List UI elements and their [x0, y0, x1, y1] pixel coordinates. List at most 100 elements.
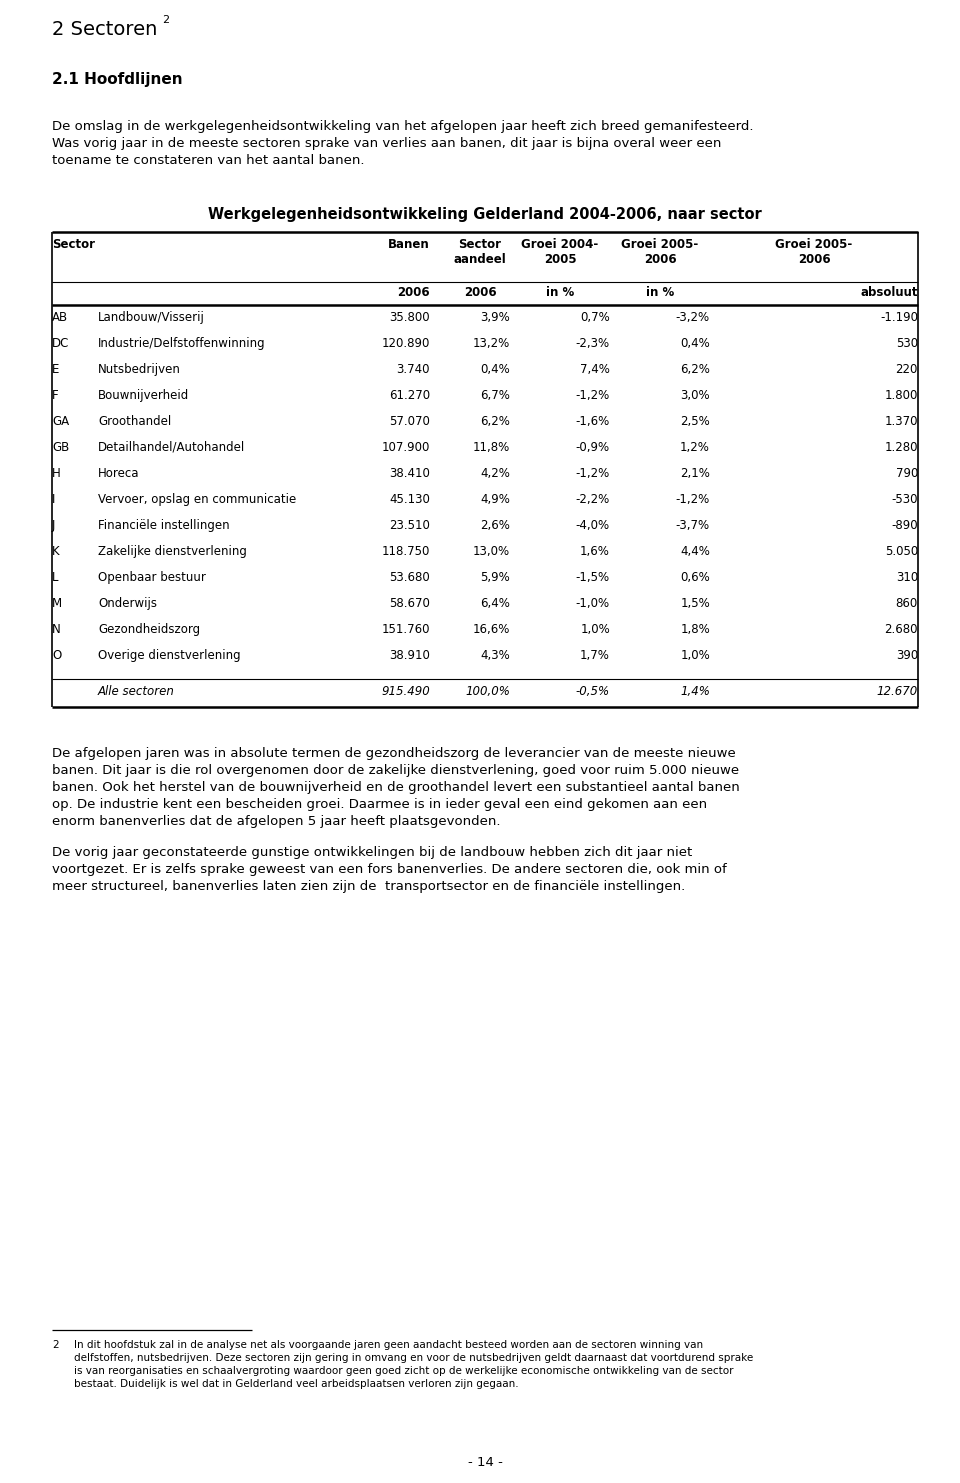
Text: Onderwijs: Onderwijs: [98, 598, 157, 610]
Text: Horeca: Horeca: [98, 467, 139, 480]
Text: 0,7%: 0,7%: [580, 311, 610, 323]
Text: 0,6%: 0,6%: [681, 571, 710, 584]
Text: E: E: [52, 363, 60, 377]
Text: -0,5%: -0,5%: [576, 685, 610, 698]
Text: 45.130: 45.130: [389, 492, 430, 506]
Text: 58.670: 58.670: [389, 598, 430, 610]
Text: in %: in %: [546, 286, 574, 300]
Text: Gezondheidszorg: Gezondheidszorg: [98, 623, 200, 636]
Text: -1,6%: -1,6%: [576, 415, 610, 429]
Text: 11,8%: 11,8%: [472, 440, 510, 454]
Text: 2006: 2006: [464, 286, 496, 300]
Text: 2 Sectoren: 2 Sectoren: [52, 19, 157, 39]
Text: Alle sectoren: Alle sectoren: [98, 685, 175, 698]
Text: absoluut: absoluut: [860, 286, 918, 300]
Text: Banen: Banen: [388, 237, 430, 251]
Text: F: F: [52, 389, 59, 402]
Text: 61.270: 61.270: [389, 389, 430, 402]
Text: 1,5%: 1,5%: [681, 598, 710, 610]
Text: 2.1 Hoofdlijnen: 2.1 Hoofdlijnen: [52, 73, 182, 87]
Text: Nutsbedrijven: Nutsbedrijven: [98, 363, 180, 377]
Text: -3,7%: -3,7%: [676, 519, 710, 532]
Text: H: H: [52, 467, 60, 480]
Text: -1,2%: -1,2%: [576, 467, 610, 480]
Text: 2,1%: 2,1%: [680, 467, 710, 480]
Text: 1.800: 1.800: [884, 389, 918, 402]
Text: Financiële instellingen: Financiële instellingen: [98, 519, 229, 532]
Text: 1,0%: 1,0%: [580, 623, 610, 636]
Text: 3,9%: 3,9%: [480, 311, 510, 323]
Text: 16,6%: 16,6%: [472, 623, 510, 636]
Text: O: O: [52, 650, 61, 661]
Text: 2006: 2006: [397, 286, 430, 300]
Text: Detailhandel/Autohandel: Detailhandel/Autohandel: [98, 440, 245, 454]
Text: -1,0%: -1,0%: [576, 598, 610, 610]
Text: -1,2%: -1,2%: [676, 492, 710, 506]
Text: 0,4%: 0,4%: [480, 363, 510, 377]
Text: 6,2%: 6,2%: [480, 415, 510, 429]
Text: 390: 390: [896, 650, 918, 661]
Text: 1,2%: 1,2%: [680, 440, 710, 454]
Text: GA: GA: [52, 415, 69, 429]
Text: banen. Dit jaar is die rol overgenomen door de zakelijke dienstverlening, goed v: banen. Dit jaar is die rol overgenomen d…: [52, 764, 739, 777]
Text: 7,4%: 7,4%: [580, 363, 610, 377]
Text: Zakelijke dienstverlening: Zakelijke dienstverlening: [98, 544, 247, 558]
Text: 3.740: 3.740: [396, 363, 430, 377]
Text: delfstoffen, nutsbedrijven. Deze sectoren zijn gering in omvang en voor de nutsb: delfstoffen, nutsbedrijven. Deze sectore…: [74, 1352, 754, 1363]
Text: -1.190: -1.190: [880, 311, 918, 323]
Text: 57.070: 57.070: [389, 415, 430, 429]
Text: 13,0%: 13,0%: [473, 544, 510, 558]
Text: 1.370: 1.370: [884, 415, 918, 429]
Text: I: I: [52, 492, 56, 506]
Text: 6,7%: 6,7%: [480, 389, 510, 402]
Text: op. De industrie kent een bescheiden groei. Daarmee is in ieder geval een eind g: op. De industrie kent een bescheiden gro…: [52, 798, 708, 811]
Text: L: L: [52, 571, 59, 584]
Text: -890: -890: [892, 519, 918, 532]
Text: Groei 2004-
2005: Groei 2004- 2005: [521, 237, 599, 265]
Text: N: N: [52, 623, 60, 636]
Text: 2,5%: 2,5%: [681, 415, 710, 429]
Text: DC: DC: [52, 337, 69, 350]
Text: -530: -530: [892, 492, 918, 506]
Text: meer structureel, banenverlies laten zien zijn de  transportsector en de financi: meer structureel, banenverlies laten zie…: [52, 879, 685, 893]
Text: -3,2%: -3,2%: [676, 311, 710, 323]
Text: is van reorganisaties en schaalvergroting waardoor geen goed zicht op de werkeli: is van reorganisaties en schaalvergrotin…: [74, 1366, 733, 1376]
Text: -4,0%: -4,0%: [576, 519, 610, 532]
Text: bestaat. Duidelijk is wel dat in Gelderland veel arbeidsplaatsen verloren zijn g: bestaat. Duidelijk is wel dat in Gelderl…: [74, 1379, 518, 1390]
Text: De omslag in de werkgelegenheidsontwikkeling van het afgelopen jaar heeft zich b: De omslag in de werkgelegenheidsontwikke…: [52, 120, 754, 133]
Text: 1,6%: 1,6%: [580, 544, 610, 558]
Text: Industrie/Delfstoffenwinning: Industrie/Delfstoffenwinning: [98, 337, 266, 350]
Text: 530: 530: [896, 337, 918, 350]
Text: J: J: [52, 519, 56, 532]
Text: banen. Ook het herstel van de bouwnijverheid en de groothandel levert een substa: banen. Ook het herstel van de bouwnijver…: [52, 782, 740, 793]
Text: 6,4%: 6,4%: [480, 598, 510, 610]
Text: Groei 2005-
2006: Groei 2005- 2006: [621, 237, 699, 265]
Text: enorm banenverlies dat de afgelopen 5 jaar heeft plaatsgevonden.: enorm banenverlies dat de afgelopen 5 ja…: [52, 816, 500, 828]
Text: 1.280: 1.280: [884, 440, 918, 454]
Text: -2,2%: -2,2%: [576, 492, 610, 506]
Text: -2,3%: -2,3%: [576, 337, 610, 350]
Text: 38.410: 38.410: [389, 467, 430, 480]
Text: Vervoer, opslag en communicatie: Vervoer, opslag en communicatie: [98, 492, 297, 506]
Text: 0,4%: 0,4%: [681, 337, 710, 350]
Text: 4,4%: 4,4%: [680, 544, 710, 558]
Text: 1,0%: 1,0%: [681, 650, 710, 661]
Text: in %: in %: [646, 286, 674, 300]
Text: 2.680: 2.680: [884, 623, 918, 636]
Text: 4,9%: 4,9%: [480, 492, 510, 506]
Text: M: M: [52, 598, 62, 610]
Text: 35.800: 35.800: [390, 311, 430, 323]
Text: 53.680: 53.680: [389, 571, 430, 584]
Text: Landbouw/Visserij: Landbouw/Visserij: [98, 311, 204, 323]
Text: De vorig jaar geconstateerde gunstige ontwikkelingen bij de landbouw hebben zich: De vorig jaar geconstateerde gunstige on…: [52, 845, 692, 859]
Text: 3,0%: 3,0%: [681, 389, 710, 402]
Text: Bouwnijverheid: Bouwnijverheid: [98, 389, 189, 402]
Text: 118.750: 118.750: [382, 544, 430, 558]
Text: 4,2%: 4,2%: [480, 467, 510, 480]
Text: 2: 2: [162, 15, 169, 25]
Text: In dit hoofdstuk zal in de analyse net als voorgaande jaren geen aandacht bestee: In dit hoofdstuk zal in de analyse net a…: [74, 1341, 703, 1350]
Text: Sector: Sector: [52, 237, 95, 251]
Text: 2: 2: [52, 1341, 59, 1350]
Text: 310: 310: [896, 571, 918, 584]
Text: - 14 -: - 14 -: [468, 1456, 502, 1470]
